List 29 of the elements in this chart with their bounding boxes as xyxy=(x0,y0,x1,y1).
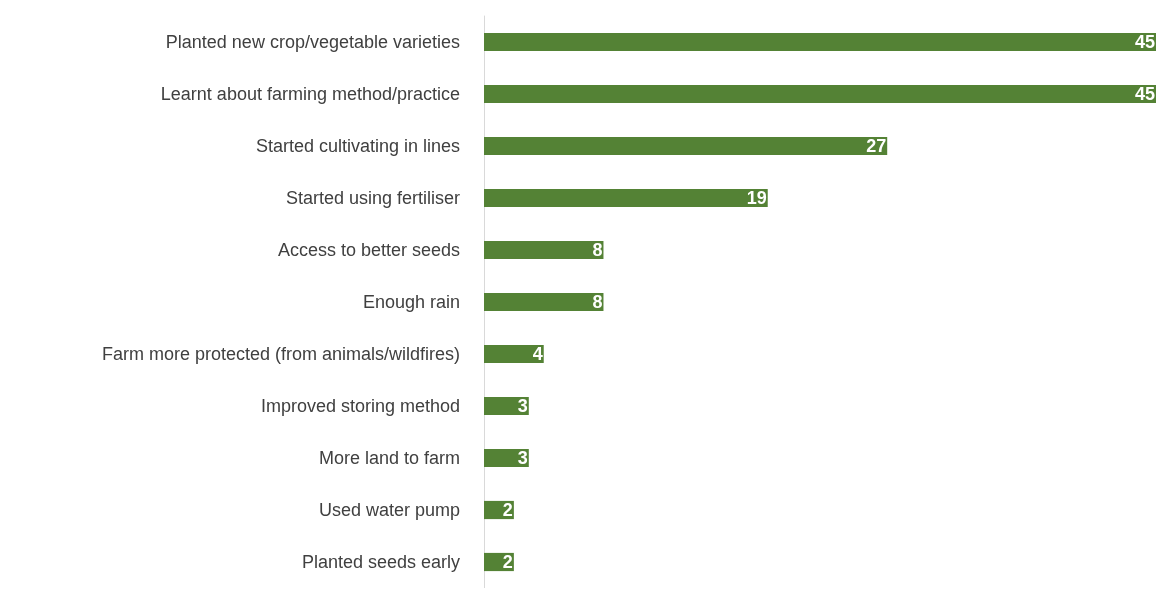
bar xyxy=(484,84,1156,104)
data-label: 2 xyxy=(502,500,513,520)
y-tick-label: Farm more protected (from animals/wildfires) xyxy=(101,344,460,364)
y-tick-label: Used water pump xyxy=(318,500,460,520)
data-label: 2 xyxy=(502,552,513,572)
y-tick-label: Started cultivating in lines xyxy=(255,136,460,156)
data-label: 45 xyxy=(1134,32,1155,52)
bar xyxy=(484,344,544,364)
y-tick-label: Learnt about farming method/practice xyxy=(160,84,460,104)
y-tick-label: Started using fertiliser xyxy=(285,188,460,208)
data-label: 19 xyxy=(746,188,767,208)
y-tick-label: Improved storing method xyxy=(260,396,460,416)
y-tick-label: Access to better seeds xyxy=(277,240,460,260)
bar xyxy=(484,292,604,312)
data-label: 8 xyxy=(592,292,603,312)
y-tick-label: Planted new crop/vegetable varieties xyxy=(165,32,460,52)
bar xyxy=(484,136,888,156)
data-label: 8 xyxy=(592,240,603,260)
data-label: 27 xyxy=(866,136,887,156)
data-label: 45 xyxy=(1134,84,1155,104)
bar xyxy=(484,240,604,260)
y-tick-label: Enough rain xyxy=(362,292,460,312)
bar xyxy=(484,188,768,208)
y-tick-label: Planted seeds early xyxy=(301,552,460,572)
y-tick-label: More land to farm xyxy=(318,448,460,468)
bar xyxy=(484,32,1156,52)
data-label: 3 xyxy=(517,396,528,416)
data-label: 3 xyxy=(517,448,528,468)
data-label: 4 xyxy=(532,344,543,364)
